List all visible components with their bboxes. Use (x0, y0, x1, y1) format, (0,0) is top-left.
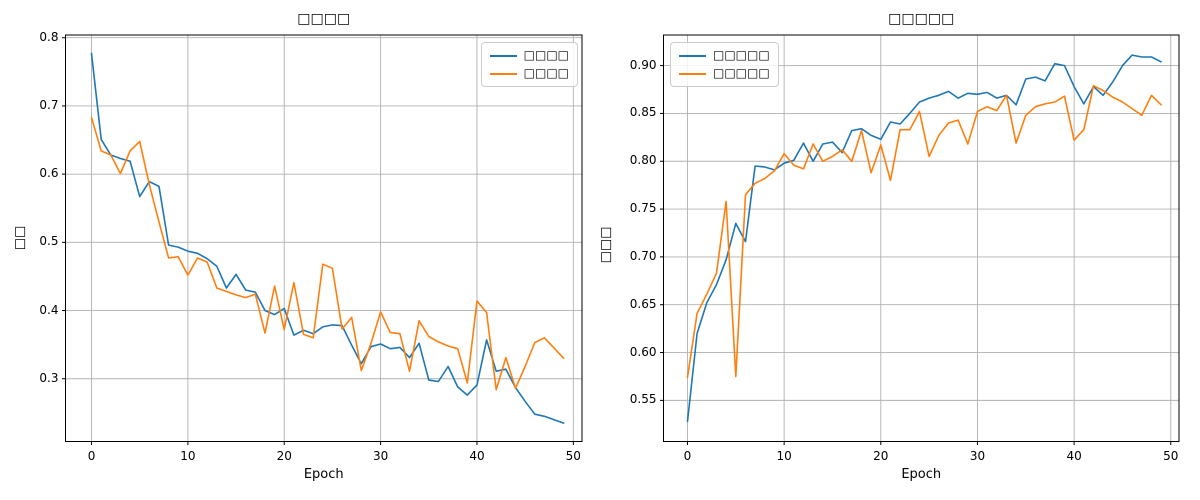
accuracy-chart-title: □□□□□ (888, 11, 955, 27)
loss-y-tick-label: 0.5 (39, 234, 59, 249)
loss-x-axis-label: Epoch (303, 467, 344, 482)
loss-series-0-line (90, 52, 565, 424)
loss-legend: □□□□ □□□□ (480, 42, 578, 87)
accuracy-y-tick-label: 0.85 (629, 105, 657, 120)
accuracy-y-tick-label: 0.80 (629, 153, 657, 168)
accuracy-chart-plot-area (660, 34, 1180, 445)
accuracy-legend-label: □□□□□ (713, 48, 770, 62)
accuracy-plot-border (663, 34, 1180, 442)
accuracy-legend-label: □□□□□ (713, 66, 770, 80)
loss-x-tick-label: 10 (180, 448, 196, 463)
loss-chart-title: □□□□ (297, 11, 351, 27)
accuracy-x-tick-label: 30 (969, 448, 986, 463)
accuracy-x-tick-label: 40 (1066, 448, 1082, 463)
accuracy-x-tick-label: 50 (1163, 448, 1179, 463)
loss-chart-plot-area (62, 34, 583, 445)
accuracy-legend-entry: □□□□□ (679, 48, 770, 63)
accuracy-y-axis-label: □□□ (598, 226, 614, 264)
loss-series-1-line (90, 116, 565, 391)
loss-x-tick-label: 30 (372, 448, 389, 463)
accuracy-y-tick-label: 0.55 (629, 392, 657, 407)
loss-plot-border (65, 34, 583, 442)
loss-y-tick-label: 0.6 (39, 166, 59, 181)
accuracy-y-tick-label: 0.70 (629, 248, 657, 263)
accuracy-y-tick-label: 0.60 (629, 344, 657, 359)
loss-legend-line-swatch (489, 72, 517, 75)
loss-x-tick-label: 50 (565, 448, 581, 463)
loss-legend-label: □□□□ (523, 48, 569, 62)
loss-legend-label: □□□□ (523, 66, 569, 80)
accuracy-legend-line-swatch (679, 72, 706, 75)
accuracy-series-1-line (686, 84, 1162, 379)
accuracy-y-tick-label: 0.90 (629, 57, 657, 72)
loss-y-tick-label: 0.7 (39, 97, 59, 112)
loss-x-tick-label: 0 (87, 448, 96, 463)
loss-y-tick-label: 0.4 (39, 302, 59, 317)
accuracy-x-tick-label: 20 (873, 448, 889, 463)
accuracy-y-tick-label: 0.75 (629, 201, 657, 216)
loss-legend-entry: □□□□ (489, 66, 569, 81)
loss-legend-line-swatch (489, 54, 517, 57)
accuracy-x-axis-label: Epoch (901, 467, 942, 482)
loss-legend-entry: □□□□ (489, 48, 569, 63)
accuracy-legend: □□□□□ □□□□□ (670, 42, 779, 87)
accuracy-y-tick-label: 0.65 (629, 296, 657, 311)
loss-x-tick-label: 20 (276, 448, 292, 463)
accuracy-series-0-line (686, 54, 1162, 423)
accuracy-x-tick-label: 10 (776, 448, 792, 463)
loss-x-tick-label: 40 (469, 448, 485, 463)
accuracy-x-tick-label: 0 (683, 448, 692, 463)
loss-y-tick-label: 0.3 (39, 370, 59, 385)
accuracy-legend-line-swatch (679, 54, 706, 57)
loss-y-tick-label: 0.8 (39, 29, 59, 44)
accuracy-legend-entry: □□□□□ (679, 66, 770, 81)
